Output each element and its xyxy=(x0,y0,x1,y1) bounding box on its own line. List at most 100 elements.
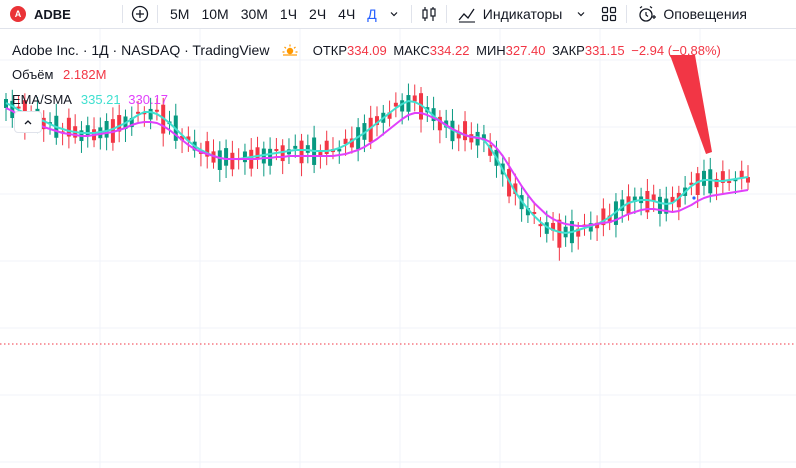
candle-body xyxy=(154,109,159,112)
divider xyxy=(445,5,447,23)
divider xyxy=(122,5,123,23)
candle-body xyxy=(117,115,122,132)
price-chart[interactable] xyxy=(0,29,796,468)
candle-body xyxy=(242,151,247,163)
open-label: ОТКР xyxy=(312,43,347,58)
close-label: ЗАКР xyxy=(552,43,585,58)
alarm-clock-icon xyxy=(639,6,657,22)
interval-button-5[interactable]: 4Ч xyxy=(338,6,356,22)
candle-body xyxy=(727,181,732,184)
candle-body xyxy=(720,171,725,183)
legend-ema-sma[interactable]: EMA/SMA 335.21 330.17 xyxy=(12,92,168,107)
legend-main: Adobe Inc. · 1Д · NASDAQ · TradingView О… xyxy=(12,42,721,58)
candle-body xyxy=(343,138,348,145)
candle-body xyxy=(129,117,134,128)
candles-icon xyxy=(422,7,436,21)
chart-type-button[interactable] xyxy=(418,3,440,25)
candle-body xyxy=(104,121,109,138)
arrow-annotation xyxy=(670,55,712,154)
symbol-name: ADBE xyxy=(34,6,71,22)
indicators-button[interactable]: Индикаторы xyxy=(453,0,563,28)
candle-body xyxy=(356,127,361,150)
candle-body xyxy=(488,145,493,156)
intervals-dropdown[interactable] xyxy=(383,3,405,25)
candle-body xyxy=(318,152,323,156)
top-toolbar: A ADBE 5M 10M 30M 1Ч 2Ч 4Ч Д Индикаторы Оповещ… xyxy=(0,0,796,29)
candle-body xyxy=(368,117,373,143)
candle-body xyxy=(274,148,279,151)
candle-body xyxy=(714,178,719,188)
candle-body xyxy=(362,123,367,140)
candle-body xyxy=(299,140,304,164)
candle-body xyxy=(664,198,669,214)
candle-body xyxy=(708,169,713,194)
high-value: 334.22 xyxy=(429,43,470,58)
marker-dot xyxy=(692,196,696,200)
symbol-search[interactable]: A ADBE xyxy=(0,0,116,28)
candle-body xyxy=(620,199,625,212)
candle-body xyxy=(538,224,543,227)
compare-add-button[interactable] xyxy=(129,3,151,25)
adobe-logo-icon: A xyxy=(10,6,26,22)
change-value: −2.94 (−0.88%) xyxy=(631,43,721,58)
candle-body xyxy=(576,228,581,237)
candle-body xyxy=(393,102,398,107)
interval-button-1[interactable]: 10M xyxy=(201,6,229,22)
candle-body xyxy=(230,152,235,170)
candle-body xyxy=(136,111,141,114)
candle-body xyxy=(305,145,310,153)
candle-body xyxy=(746,177,750,183)
candle-body xyxy=(224,148,229,166)
candle-body xyxy=(689,182,694,186)
candle-body xyxy=(588,223,593,232)
candle-body xyxy=(670,196,675,203)
interval-button-3[interactable]: 1Ч xyxy=(279,6,298,22)
candle-body xyxy=(186,136,191,141)
candle-body xyxy=(280,145,285,162)
alerts-label: Оповещения xyxy=(663,6,747,22)
divider xyxy=(410,5,412,23)
candle-body xyxy=(85,125,90,136)
candle-body xyxy=(148,108,153,120)
candle-body xyxy=(632,196,637,202)
candle-body xyxy=(217,150,222,170)
low-value: 327.40 xyxy=(505,43,546,58)
candle-body xyxy=(481,134,486,141)
layouts-button[interactable] xyxy=(598,3,620,25)
candle-body xyxy=(651,194,656,201)
interval-button-0[interactable]: 5M xyxy=(170,6,190,22)
candle-body xyxy=(41,117,46,130)
candle-body xyxy=(400,100,405,112)
candle-body xyxy=(142,112,147,115)
indicators-label: Индикаторы xyxy=(482,6,563,22)
candle-body xyxy=(551,222,556,231)
candle-body xyxy=(419,93,424,120)
candle-body xyxy=(10,100,15,119)
sma-line xyxy=(5,107,749,227)
volume-value: 2.182M xyxy=(63,67,107,82)
candle-body xyxy=(557,219,562,248)
candle-body xyxy=(66,117,71,137)
ema-value: 335.21 xyxy=(80,92,121,107)
candle-body xyxy=(337,148,342,152)
legend-collapse-button[interactable] xyxy=(14,111,42,133)
legend-volume[interactable]: Объём 2.182M xyxy=(12,67,106,82)
candle-body xyxy=(601,208,606,226)
candle-body xyxy=(16,106,21,109)
candle-body xyxy=(205,141,210,157)
interval-button-4[interactable]: 2Ч xyxy=(309,6,327,22)
candle-body xyxy=(412,95,417,102)
candle-body xyxy=(607,215,612,223)
candle-body xyxy=(437,116,442,131)
candle-body xyxy=(469,134,474,143)
volume-label: Объём xyxy=(12,67,54,82)
candle-body xyxy=(463,121,468,141)
indicators-dropdown[interactable] xyxy=(570,3,592,25)
candle-body xyxy=(525,208,530,216)
alerts-button[interactable]: Оповещения xyxy=(633,0,747,28)
interval-button-6[interactable]: Д xyxy=(367,6,377,22)
interval-button-2[interactable]: 30M xyxy=(240,6,268,22)
close-value: 331.15 xyxy=(584,43,625,58)
candle-body xyxy=(456,132,461,139)
indicators-icon xyxy=(458,8,475,23)
